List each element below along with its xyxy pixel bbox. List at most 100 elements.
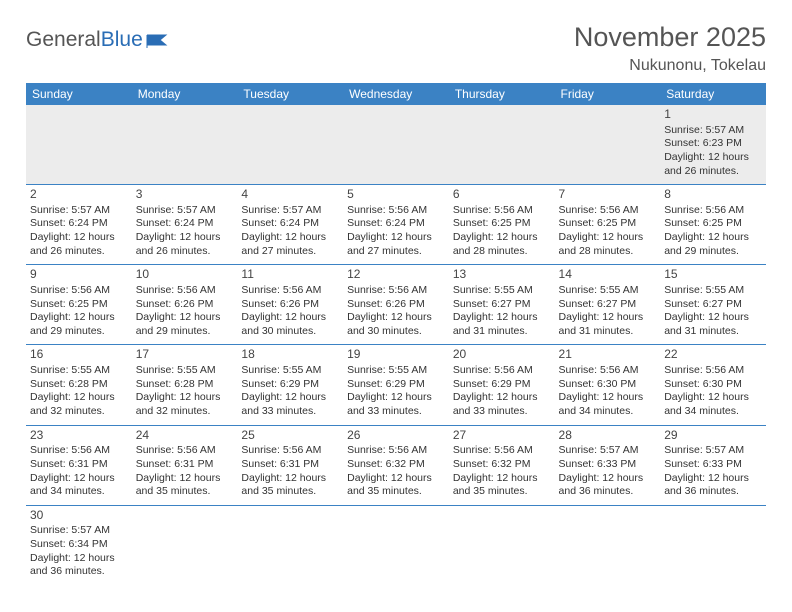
detail-line: Daylight: 12 hours: [136, 472, 234, 486]
detail-line: Daylight: 12 hours: [453, 472, 551, 486]
detail-line: Sunrise: 5:56 AM: [664, 204, 762, 218]
detail-line: Sunset: 6:30 PM: [559, 378, 657, 392]
day-details: Sunrise: 5:55 AMSunset: 6:28 PMDaylight:…: [136, 364, 234, 419]
col-mon: Monday: [132, 83, 238, 105]
calendar-cell: [449, 105, 555, 185]
detail-line: Sunrise: 5:56 AM: [453, 204, 551, 218]
day-number: 1: [664, 107, 762, 123]
detail-line: and 28 minutes.: [453, 245, 551, 259]
day-details: Sunrise: 5:56 AMSunset: 6:32 PMDaylight:…: [347, 444, 445, 499]
detail-line: Sunset: 6:33 PM: [664, 458, 762, 472]
calendar-cell: 12Sunrise: 5:56 AMSunset: 6:26 PMDayligh…: [343, 265, 449, 345]
day-details: Sunrise: 5:57 AMSunset: 6:33 PMDaylight:…: [559, 444, 657, 499]
day-details: Sunrise: 5:55 AMSunset: 6:27 PMDaylight:…: [559, 284, 657, 339]
detail-line: Sunrise: 5:55 AM: [241, 364, 339, 378]
detail-line: Sunset: 6:25 PM: [30, 298, 128, 312]
day-details: Sunrise: 5:57 AMSunset: 6:24 PMDaylight:…: [30, 204, 128, 259]
detail-line: Daylight: 12 hours: [30, 472, 128, 486]
day-number: 23: [30, 428, 128, 444]
detail-line: Sunset: 6:25 PM: [664, 217, 762, 231]
detail-line: and 26 minutes.: [30, 245, 128, 259]
col-sat: Saturday: [660, 83, 766, 105]
detail-line: Sunset: 6:24 PM: [241, 217, 339, 231]
calendar-cell: 7Sunrise: 5:56 AMSunset: 6:25 PMDaylight…: [555, 185, 661, 265]
detail-line: Sunrise: 5:56 AM: [30, 444, 128, 458]
detail-line: Sunrise: 5:55 AM: [30, 364, 128, 378]
day-number: 26: [347, 428, 445, 444]
detail-line: and 33 minutes.: [241, 405, 339, 419]
day-number: 22: [664, 347, 762, 363]
detail-line: Sunrise: 5:57 AM: [136, 204, 234, 218]
detail-line: Daylight: 12 hours: [664, 472, 762, 486]
calendar-cell: [343, 105, 449, 185]
day-number: 16: [30, 347, 128, 363]
calendar-cell: [237, 505, 343, 585]
day-details: Sunrise: 5:56 AMSunset: 6:31 PMDaylight:…: [30, 444, 128, 499]
day-number: 4: [241, 187, 339, 203]
detail-line: Sunset: 6:28 PM: [136, 378, 234, 392]
detail-line: and 27 minutes.: [241, 245, 339, 259]
detail-line: and 30 minutes.: [241, 325, 339, 339]
detail-line: Sunset: 6:27 PM: [664, 298, 762, 312]
detail-line: Sunrise: 5:56 AM: [453, 444, 551, 458]
detail-line: and 33 minutes.: [453, 405, 551, 419]
day-number: 20: [453, 347, 551, 363]
detail-line: Daylight: 12 hours: [453, 391, 551, 405]
calendar-cell: 24Sunrise: 5:56 AMSunset: 6:31 PMDayligh…: [132, 425, 238, 505]
detail-line: Sunrise: 5:57 AM: [559, 444, 657, 458]
detail-line: and 31 minutes.: [664, 325, 762, 339]
calendar-cell: 20Sunrise: 5:56 AMSunset: 6:29 PMDayligh…: [449, 345, 555, 425]
detail-line: and 30 minutes.: [347, 325, 445, 339]
calendar-row: 1Sunrise: 5:57 AMSunset: 6:23 PMDaylight…: [26, 105, 766, 185]
header: GeneralBlue November 2025 Nukunonu, Toke…: [26, 22, 766, 75]
calendar-row: 30Sunrise: 5:57 AMSunset: 6:34 PMDayligh…: [26, 505, 766, 585]
calendar-cell: [132, 505, 238, 585]
calendar-row: 9Sunrise: 5:56 AMSunset: 6:25 PMDaylight…: [26, 265, 766, 345]
detail-line: Daylight: 12 hours: [30, 311, 128, 325]
detail-line: Daylight: 12 hours: [241, 472, 339, 486]
calendar-cell: 14Sunrise: 5:55 AMSunset: 6:27 PMDayligh…: [555, 265, 661, 345]
logo: GeneralBlue: [26, 28, 168, 52]
detail-line: Daylight: 12 hours: [241, 231, 339, 245]
day-details: Sunrise: 5:57 AMSunset: 6:23 PMDaylight:…: [664, 124, 762, 179]
detail-line: Sunset: 6:27 PM: [559, 298, 657, 312]
day-details: Sunrise: 5:56 AMSunset: 6:26 PMDaylight:…: [136, 284, 234, 339]
day-number: 3: [136, 187, 234, 203]
day-number: 24: [136, 428, 234, 444]
calendar-cell: 27Sunrise: 5:56 AMSunset: 6:32 PMDayligh…: [449, 425, 555, 505]
detail-line: Daylight: 12 hours: [453, 231, 551, 245]
day-number: 29: [664, 428, 762, 444]
day-details: Sunrise: 5:56 AMSunset: 6:25 PMDaylight:…: [664, 204, 762, 259]
detail-line: Sunset: 6:33 PM: [559, 458, 657, 472]
day-details: Sunrise: 5:56 AMSunset: 6:30 PMDaylight:…: [559, 364, 657, 419]
detail-line: and 34 minutes.: [30, 485, 128, 499]
detail-line: and 36 minutes.: [559, 485, 657, 499]
day-details: Sunrise: 5:55 AMSunset: 6:29 PMDaylight:…: [347, 364, 445, 419]
day-number: 30: [30, 508, 128, 524]
day-number: 6: [453, 187, 551, 203]
detail-line: Sunset: 6:25 PM: [453, 217, 551, 231]
calendar-cell: 16Sunrise: 5:55 AMSunset: 6:28 PMDayligh…: [26, 345, 132, 425]
day-details: Sunrise: 5:56 AMSunset: 6:26 PMDaylight:…: [347, 284, 445, 339]
calendar-cell: 2Sunrise: 5:57 AMSunset: 6:24 PMDaylight…: [26, 185, 132, 265]
calendar-cell: 6Sunrise: 5:56 AMSunset: 6:25 PMDaylight…: [449, 185, 555, 265]
detail-line: Sunset: 6:26 PM: [241, 298, 339, 312]
detail-line: and 33 minutes.: [347, 405, 445, 419]
day-number: 25: [241, 428, 339, 444]
detail-line: Daylight: 12 hours: [30, 552, 128, 566]
detail-line: Sunrise: 5:55 AM: [347, 364, 445, 378]
detail-line: Sunset: 6:32 PM: [453, 458, 551, 472]
calendar-cell: 13Sunrise: 5:55 AMSunset: 6:27 PMDayligh…: [449, 265, 555, 345]
calendar-cell: [132, 105, 238, 185]
detail-line: Sunrise: 5:56 AM: [241, 444, 339, 458]
detail-line: and 29 minutes.: [30, 325, 128, 339]
calendar-cell: 21Sunrise: 5:56 AMSunset: 6:30 PMDayligh…: [555, 345, 661, 425]
day-details: Sunrise: 5:56 AMSunset: 6:31 PMDaylight:…: [241, 444, 339, 499]
detail-line: Sunrise: 5:56 AM: [241, 284, 339, 298]
calendar-cell: 17Sunrise: 5:55 AMSunset: 6:28 PMDayligh…: [132, 345, 238, 425]
detail-line: and 27 minutes.: [347, 245, 445, 259]
calendar-cell: 26Sunrise: 5:56 AMSunset: 6:32 PMDayligh…: [343, 425, 449, 505]
detail-line: Daylight: 12 hours: [453, 311, 551, 325]
calendar-table: Sunday Monday Tuesday Wednesday Thursday…: [26, 83, 766, 585]
day-details: Sunrise: 5:56 AMSunset: 6:32 PMDaylight:…: [453, 444, 551, 499]
